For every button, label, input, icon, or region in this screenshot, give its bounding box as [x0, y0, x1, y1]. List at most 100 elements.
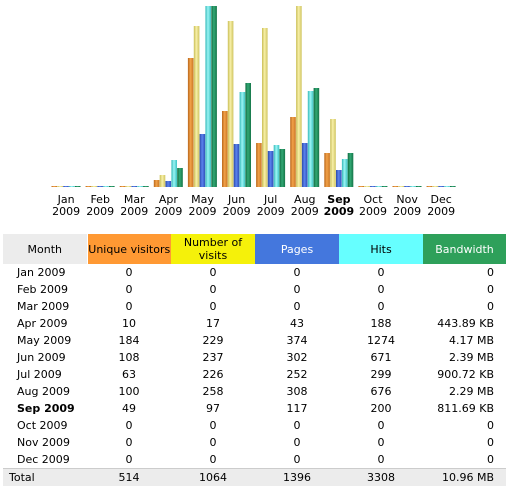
bar-visits-nov-2009	[398, 186, 404, 187]
bar-hits-feb-2009	[103, 186, 109, 187]
bar-hits-aug-2009	[307, 91, 314, 187]
unique-cell: 108	[118, 351, 140, 364]
bar-visits-aug-2009	[296, 6, 302, 187]
bandwidth-column-header: Bandwidth	[423, 234, 506, 264]
bar-pages-nov-2009	[404, 186, 410, 187]
bar-bandwidth-apr-2009	[177, 168, 183, 187]
table-row: May 2009 184 229 374 1274 4.17 MB	[3, 332, 506, 349]
month-label: Mar	[124, 193, 145, 206]
table-row: Jul 2009 63 226 252 299 900.72 KB	[3, 366, 506, 383]
bar-unique-may-2009	[187, 58, 194, 187]
bar-visits-jul-2009	[262, 28, 268, 187]
unique-cell: 0	[125, 266, 133, 279]
hits-cell: 676	[370, 385, 392, 398]
visits-cell: 226	[202, 368, 224, 381]
bar-pages-may-2009	[199, 134, 206, 187]
bar-visits-mar-2009	[125, 186, 132, 187]
pages-cell: 308	[286, 385, 308, 398]
visits-cell: 0	[209, 453, 217, 466]
pages-cell: 252	[286, 368, 308, 381]
bar-visits-may-2009	[193, 26, 200, 187]
month-label: Feb	[90, 193, 109, 206]
bar-hits-apr-2009	[171, 160, 177, 187]
monthly-history-chart: Jan2009Feb2009Mar2009Apr2009May2009Jun20…	[51, 6, 456, 218]
monthly-stats-table: Month Unique visitors Number of visits P…	[3, 234, 506, 486]
bar-bandwidth-sep-2009	[347, 153, 354, 187]
bar-unique-jun-2009	[222, 111, 228, 187]
bar-pages-jun-2009	[233, 144, 240, 187]
total-visits: 1064	[171, 468, 255, 486]
visits-cell: 237	[202, 351, 224, 364]
unique-cell: 100	[118, 385, 140, 398]
year-label: 2009	[427, 205, 455, 218]
bar-visits-jan-2009	[57, 186, 63, 187]
pages-column-header: Pages	[255, 234, 339, 264]
visits-cell: 0	[209, 300, 217, 313]
hits-cell: 671	[370, 351, 392, 364]
bar-unique-jul-2009	[256, 143, 262, 187]
year-label: 2009	[393, 205, 421, 218]
bar-pages-oct-2009	[370, 186, 376, 187]
bandwidth-cell: 4.17 MB	[448, 334, 494, 347]
hits-column-header: Hits	[339, 234, 423, 264]
bar-pages-jan-2009	[63, 186, 69, 187]
pages-cell: 43	[290, 317, 304, 330]
year-label: 2009	[257, 205, 285, 218]
table-row-current-month: Sep 2009 49 97 117 200 811.69 KB	[3, 400, 506, 417]
month-cell: Jan 2009	[17, 266, 66, 279]
bandwidth-cell: 900.72 KB	[437, 368, 494, 381]
table-total-row: Total 514 1064 1396 3308 10.96 MB	[3, 468, 506, 486]
visits-cell: 97	[206, 402, 220, 415]
total-pages: 1396	[255, 468, 339, 486]
pages-cell: 0	[293, 300, 301, 313]
table-row: Jun 2009 108 237 302 671 2.39 MB	[3, 349, 506, 366]
bar-bandwidth-nov-2009	[415, 186, 422, 187]
bar-pages-mar-2009	[131, 186, 137, 187]
hits-cell: 0	[377, 419, 385, 432]
table-header-row: Month Unique visitors Number of visits P…	[3, 234, 506, 264]
pages-cell: 374	[286, 334, 308, 347]
bandwidth-cell: 2.39 MB	[448, 351, 494, 364]
bar-bandwidth-dec-2009	[450, 186, 456, 187]
month-cell: Aug 2009	[17, 385, 70, 398]
bar-visits-sep-2009	[330, 119, 336, 187]
bar-pages-dec-2009	[438, 186, 444, 187]
table-row: Feb 2009 0 0 0 0 0	[3, 281, 506, 298]
bar-pages-sep-2009	[336, 170, 342, 187]
bar-unique-sep-2009	[324, 153, 330, 187]
table-row: Mar 2009 0 0 0 0 0	[3, 298, 506, 315]
total-hits: 3308	[339, 468, 423, 486]
pages-cell: 0	[293, 266, 301, 279]
month-cell: Dec 2009	[17, 453, 70, 466]
chart-month-labels: Jan2009Feb2009Mar2009Apr2009May2009Jun20…	[52, 193, 455, 218]
pages-cell: 0	[293, 419, 301, 432]
pages-cell: 302	[286, 351, 308, 364]
total-bandwidth: 10.96 MB	[423, 468, 506, 486]
total-label: Total	[3, 468, 87, 486]
bar-pages-feb-2009	[97, 186, 103, 187]
hits-cell: 0	[377, 283, 385, 296]
bar-bandwidth-mar-2009	[143, 186, 149, 187]
visits-cell: 0	[209, 266, 217, 279]
bar-visits-apr-2009	[159, 175, 166, 187]
bandwidth-cell: 0	[487, 419, 494, 432]
table-row: Dec 2009 0 0 0 0 0	[3, 451, 506, 469]
bar-bandwidth-jul-2009	[279, 149, 286, 187]
bar-visits-oct-2009	[364, 186, 370, 187]
year-label: 2009	[359, 205, 387, 218]
total-unique: 514	[87, 468, 171, 486]
bar-unique-nov-2009	[392, 186, 399, 187]
bar-unique-aug-2009	[290, 117, 296, 187]
bandwidth-cell: 0	[487, 283, 494, 296]
bar-bandwidth-aug-2009	[313, 88, 320, 187]
month-cell: Jul 2009	[17, 368, 62, 381]
bar-hits-dec-2009	[444, 186, 450, 187]
pages-cell: 0	[293, 436, 301, 449]
visits-column-header: Number of visits	[171, 234, 255, 264]
bar-bandwidth-jan-2009	[74, 186, 81, 187]
bar-visits-dec-2009	[432, 186, 439, 187]
bar-pages-apr-2009	[165, 181, 172, 187]
month-label: May	[191, 193, 214, 206]
hits-cell: 188	[370, 317, 392, 330]
bar-hits-oct-2009	[376, 186, 382, 187]
